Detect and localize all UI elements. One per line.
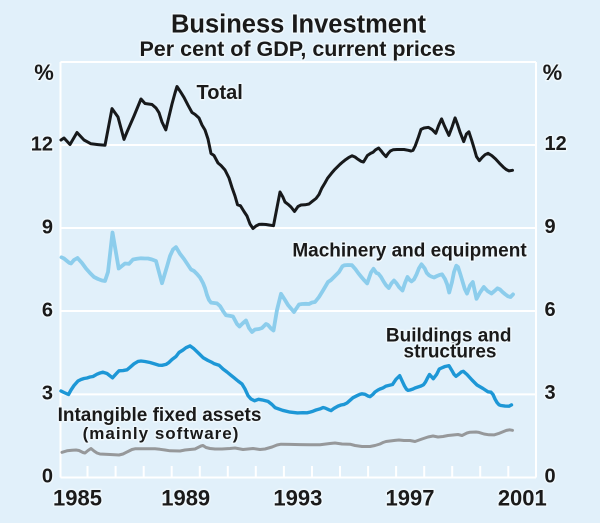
- svg-text:6: 6: [545, 299, 556, 321]
- svg-text:Intangible fixed assets: Intangible fixed assets: [58, 405, 262, 426]
- svg-text:Buildings and: Buildings and: [386, 326, 512, 347]
- svg-text:1985: 1985: [53, 486, 102, 511]
- svg-text:structures: structures: [404, 342, 497, 363]
- svg-text:1989: 1989: [161, 486, 210, 511]
- svg-text:12: 12: [31, 133, 53, 155]
- svg-text:1997: 1997: [386, 486, 435, 511]
- svg-text:12: 12: [545, 133, 567, 155]
- svg-text:0: 0: [42, 466, 53, 488]
- svg-text:%: %: [543, 60, 563, 85]
- svg-text:1993: 1993: [273, 486, 322, 511]
- svg-text:Business Investment: Business Investment: [171, 11, 427, 39]
- svg-text:%: %: [34, 60, 54, 85]
- svg-text:3: 3: [42, 382, 53, 404]
- svg-text:Per cent of GDP, current price: Per cent of GDP, current prices: [139, 37, 455, 61]
- svg-text:9: 9: [545, 216, 556, 238]
- svg-text:(mainly software): (mainly software): [83, 424, 240, 443]
- svg-text:0: 0: [545, 465, 556, 487]
- svg-text:Machinery and equipment: Machinery and equipment: [292, 240, 527, 261]
- svg-text:3: 3: [545, 382, 556, 404]
- svg-text:2001: 2001: [498, 486, 547, 511]
- svg-text:Total: Total: [197, 82, 243, 104]
- svg-text:6: 6: [42, 299, 53, 321]
- svg-text:9: 9: [42, 216, 53, 238]
